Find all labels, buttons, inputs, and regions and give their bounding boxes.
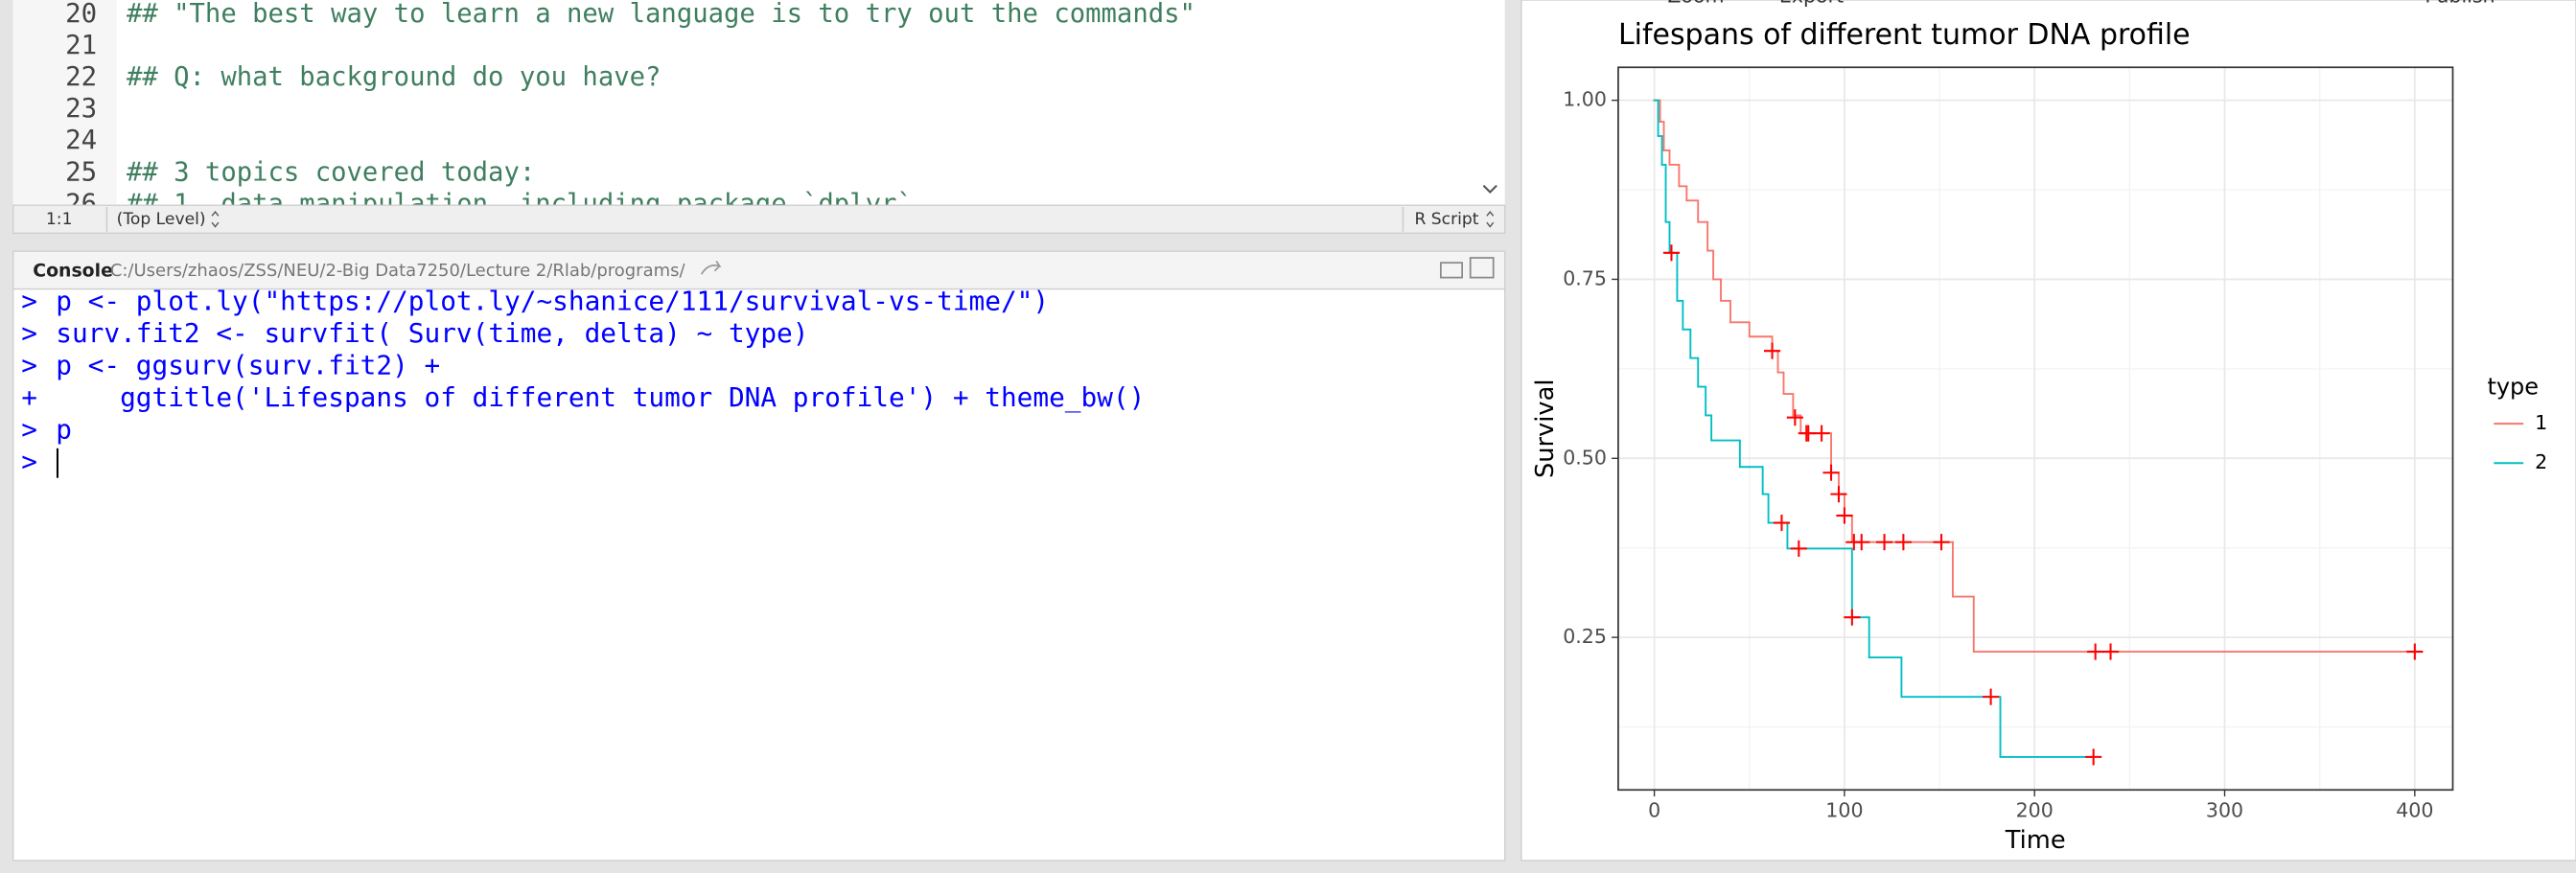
maximize-button[interactable] (1469, 257, 1495, 279)
line-number: 20 (65, 0, 97, 29)
legend-title: type (2487, 373, 2539, 400)
console-prompt: > (21, 349, 37, 380)
toolbar-button[interactable]: Export (1779, 0, 1844, 8)
chart-title: Lifespans of different tumor DNA profile (1618, 18, 2191, 52)
censor-mark (1894, 534, 1912, 551)
censor-mark (1875, 534, 1893, 551)
console-input: p <- plot.ly("https://plot.ly/~shanice/1… (56, 285, 1049, 316)
path-link-icon[interactable] (700, 261, 722, 275)
line-number: 22 (65, 62, 97, 92)
censor-mark (2406, 643, 2424, 660)
plot-toolbar: Zoom Export Publish (1667, 0, 2495, 8)
line-number: 24 (65, 126, 97, 155)
console-input: surv.fit2 <- survfit( Surv(time, delta) … (56, 317, 808, 349)
toolbar-button[interactable]: Zoom (1667, 0, 1724, 8)
console-title[interactable]: Console (33, 261, 113, 281)
editor-gutter (12, 0, 117, 207)
censor-mark (1983, 688, 2000, 705)
console-prompt: > (21, 414, 37, 446)
plot-border (1617, 66, 2454, 792)
console-prompt: + (21, 381, 37, 413)
console-input: p (56, 414, 72, 446)
console-input: p <- ggsurv(surv.fit2) + (56, 349, 440, 380)
censor-mark (1830, 486, 1847, 503)
code-line: ## "The best way to learn a new language… (127, 0, 1195, 29)
editor-pane (12, 0, 1505, 207)
censor-mark (1933, 534, 1950, 551)
censor-mark (1662, 244, 1681, 262)
selector-icon (211, 210, 220, 228)
scroll-arrow[interactable] (1482, 184, 1497, 194)
y-axis-label: Survival (1531, 379, 1560, 478)
censor-mark (1836, 507, 1853, 524)
console-input: ggtitle('Lifespans of different tumor DN… (56, 381, 1145, 414)
y-tick-label: 0.75 (1563, 266, 1607, 289)
console-path: C:/Users/zhaos/ZSS/NEU/2-Big Data7250/Le… (110, 261, 686, 281)
censor-mark (1763, 342, 1781, 359)
cursor-position: 1:1 (46, 210, 73, 229)
censor-mark (1786, 409, 1803, 426)
y-tick-label: 0.25 (1563, 625, 1607, 648)
y-tick-label: 1.00 (1563, 88, 1607, 111)
console-prompt: > (21, 317, 37, 349)
censor-mark (1773, 514, 1791, 532)
censor-mark (1813, 425, 1830, 442)
file-type-selector[interactable]: R Script (1414, 210, 1478, 229)
y-tick-label: 0.50 (1563, 446, 1607, 469)
minimize-button[interactable] (1440, 262, 1464, 279)
censor-mark (1844, 609, 1861, 626)
x-tick-label: 300 (2206, 799, 2243, 822)
x-tick-label: 200 (2016, 799, 2054, 822)
console-prompt: > (21, 446, 37, 477)
x-tick-label: 100 (1825, 799, 1863, 822)
line-number: 25 (65, 157, 97, 187)
console-header (12, 250, 1506, 290)
censor-mark (2085, 748, 2102, 766)
legend-label: 1 (2535, 411, 2547, 434)
censor-mark (1822, 464, 1840, 481)
line-number: 21 (65, 31, 97, 60)
x-tick-label: 400 (2396, 799, 2433, 822)
line-number: 23 (65, 94, 97, 124)
x-axis-label: Time (2005, 826, 2066, 855)
toolbar-button[interactable]: Publish (2425, 0, 2495, 8)
editor-status-bar (12, 204, 1506, 235)
console-body (12, 287, 1506, 862)
selector-icon (1486, 210, 1495, 228)
plot-area (1617, 67, 2453, 791)
scope-selector[interactable]: (Top Level) (117, 210, 206, 229)
x-tick-label: 0 (1648, 799, 1660, 822)
censor-mark (1790, 540, 1807, 558)
censor-mark (2087, 643, 2104, 660)
code-line: ## Q: what background do you have? (127, 62, 661, 92)
legend-label: 2 (2535, 450, 2547, 473)
censor-mark (1853, 534, 1870, 551)
chart: Lifespans of different tumor DNA profile… (1531, 18, 2547, 855)
console-lines: > p <- plot.ly("https://plot.ly/~shanice/… (21, 285, 1145, 478)
censor-mark (2101, 643, 2120, 660)
console-prompt: > (21, 285, 37, 316)
code-line: ## 3 topics covered today: (127, 157, 535, 187)
